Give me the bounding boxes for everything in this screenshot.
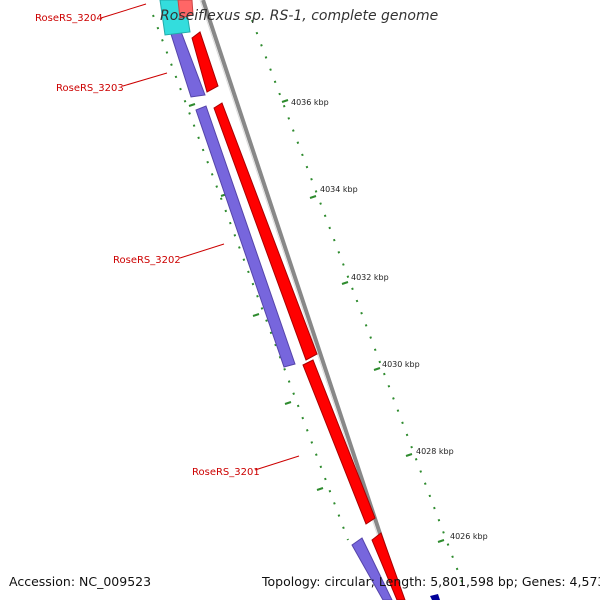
- genome-summary: Topology: circular; Length: 5,801,598 bp…: [262, 574, 600, 589]
- scale-label-4036: 4036 kbp: [291, 98, 329, 107]
- gene-label-rosers-3201[interactable]: RoseRS_3201: [192, 467, 260, 478]
- gene-rosers-3203b-cds[interactable]: [213, 102, 318, 361]
- major-ticks: [188, 99, 445, 543]
- leader-rosers-3201: [254, 455, 300, 471]
- gene-rosers-3200-cds[interactable]: [351, 537, 393, 600]
- leader-rosers-3204: [100, 3, 147, 19]
- scale-label-4028: 4028 kbp: [416, 447, 454, 456]
- leader-rosers-3202: [179, 243, 225, 259]
- gene-rosers-3201-cds[interactable]: [302, 359, 376, 525]
- gene-label-rosers-3202[interactable]: RoseRS_3202: [113, 255, 181, 266]
- gene-label-rosers-3203[interactable]: RoseRS_3203: [56, 83, 124, 94]
- gene-rosers-3199-cds[interactable]: [371, 532, 406, 600]
- gene-rosers-3202-cds[interactable]: [195, 105, 296, 368]
- gene-label-rosers-3204[interactable]: RoseRS_3204: [35, 13, 103, 24]
- leader-rosers-3203: [122, 72, 168, 87]
- map-title: Roseiflexus sp. RS-1, complete genome: [160, 8, 439, 24]
- gene-rosers-3204-cds[interactable]: [191, 31, 219, 93]
- accession-label: Accession: NC_009523: [9, 574, 152, 589]
- outer-tick-ring: [251, 19, 466, 591]
- genome-backbone: [201, 0, 404, 600]
- inner-tick-ring: [152, 14, 349, 541]
- scale-label-4026: 4026 kbp: [450, 532, 488, 541]
- gene-dark-cds[interactable]: [430, 594, 440, 600]
- gene-rosers-3205-cds[interactable]: [177, 0, 194, 19]
- scale-label-4030: 4030 kbp: [382, 360, 420, 369]
- scale-label-4032: 4032 kbp: [351, 273, 389, 282]
- scale-label-4034: 4034 kbp: [320, 185, 358, 194]
